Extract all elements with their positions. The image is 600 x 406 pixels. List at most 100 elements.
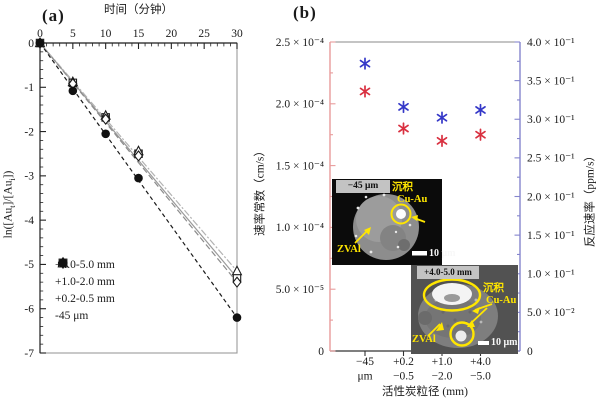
panel-a-legend: +4.0-5.0 mm +1.0-2.0 mm +0.2-0.5 mm -45 μm (55, 256, 180, 324)
panel-b-xaxis-title: 活性炭粒径 (mm) (382, 386, 468, 398)
marker-filled-circle (232, 313, 242, 322)
legend-item: +4.0-5.0 mm (55, 256, 180, 273)
marker-filled-circle (134, 173, 143, 183)
panel-b-right-tick-label: 3.5 × 10⁻¹ (527, 75, 575, 87)
panel-a-y-tick-label: 0 (28, 38, 34, 50)
inset-fine-alloy-label: Cu-Au (397, 194, 428, 205)
scale-bar (478, 341, 489, 345)
panel-b-plot (359, 57, 486, 148)
inset-fine-sem-image (332, 179, 442, 265)
ylabel-sub: t (7, 205, 17, 208)
legend-item-label: +0.2-0.5 mm (55, 292, 115, 305)
panel-b-left-tick-label: 2.0 × 10⁻⁴ (276, 99, 324, 111)
panel-a-x-tick-label: 10 (100, 28, 112, 40)
panel-b-x-tick-label: −45 (356, 356, 374, 368)
legend-item: +1.0-2.0 mm (55, 256, 180, 290)
inset-coarse-deposit-label: 沉积 (483, 283, 504, 294)
panel-b-x-tick-label: +4.0 (470, 356, 491, 368)
panel-a-plot: 0 5 10 15 20 25 30 0 -1 -2 -3 -4 -5 -6 -7 (24, 28, 243, 360)
legend-item-label: +1.0-2.0 mm (55, 275, 115, 288)
panel-b-left-tick-label: 1.5 × 10⁻⁴ (276, 160, 324, 172)
inset-coarse-title: +4.0-5.0 mm (417, 266, 479, 279)
inset-fine-zval-label: ZVAl (337, 244, 361, 255)
panel-b-right-axis-title: 反应速率（ppm/s） (584, 149, 597, 248)
panel-b-right-tick-label: 3.0 × 10⁻¹ (527, 114, 575, 126)
panel-b-x-tick-label: +1.0 (432, 356, 453, 368)
ylabel-part: ]/[Au (2, 180, 15, 206)
panel-a-x-tick-label: 30 (231, 28, 243, 40)
panel-b-right-tick-label: 0 (527, 346, 533, 358)
ylabel-part: ln([Au (2, 207, 15, 239)
marker-filled-circle (35, 38, 45, 48)
filled-circle-icon (58, 258, 68, 268)
panel-a-x-tick-label: 5 (70, 28, 76, 40)
deposit-highlight-circle (449, 321, 475, 347)
marker-open-diamond (232, 276, 242, 288)
panel-a-xaxis-title: 时间（分钟） (104, 4, 173, 16)
panel-a-y-tick-label: -5 (24, 259, 34, 271)
marker-asterisk (359, 85, 371, 98)
marker-asterisk (475, 128, 486, 141)
marker-asterisk (359, 57, 371, 70)
panel-b-x-tick-label: −0.5 (393, 371, 414, 383)
inset-coarse-zval-label: ZVAl (412, 334, 436, 345)
panel-b-x-tick-label: +0.2 (393, 356, 414, 368)
panel-a-x-tick-label: 15 (133, 28, 145, 40)
panel-a-y-tick-label: -1 (24, 82, 34, 94)
marker-open-triangle (231, 265, 243, 276)
marker-asterisk (475, 103, 486, 117)
inset-coarse-sem-image (411, 265, 518, 354)
fit-line (39, 42, 238, 272)
panel-a-y-tick-label: -3 (24, 171, 34, 183)
panel-b-right-tick-label: 1.5 × 10⁻¹ (527, 230, 575, 242)
panel-b-right-tick-label: 1.0 × 10⁻¹ (527, 269, 575, 281)
panel-a-y-tick-label: -6 (24, 304, 34, 316)
marker-filled-circle (68, 86, 78, 96)
panel-b-left-tick-label: 0 (318, 346, 324, 358)
marker-open-diamond (101, 113, 111, 125)
panel-b-tag: (b) (293, 3, 317, 22)
marker-asterisk (436, 111, 448, 124)
panel-a-y-tick-label: -4 (24, 215, 34, 227)
inset-fine-title: −45 μm (336, 180, 390, 193)
legend-item-label: -45 μm (55, 309, 89, 322)
ylabel-sub: i (7, 178, 17, 181)
panel-b-right-tick-label: 2.0 × 10⁻¹ (527, 191, 575, 203)
panel-b-left-tick-label: 2.5 × 10⁻⁴ (276, 37, 324, 49)
panel-b-left-tick-label: 5.0 × 10⁻⁵ (276, 284, 324, 296)
panel-b-right-tick-label: 5.0 × 10⁻² (527, 307, 575, 319)
inset-fine-deposit-label: 沉积 (392, 182, 413, 193)
panel-b-right-tick-label: 4.0 × 10⁻¹ (527, 37, 575, 49)
marker-filled-circle (101, 129, 110, 139)
legend-item: -45 μm (55, 258, 180, 324)
inset-coarse-scale-label: 10 μm (491, 337, 518, 348)
legend-item: +0.2-0.5 mm (55, 256, 180, 307)
panel-a-y-tick-label: -2 (24, 126, 34, 138)
fit-line (39, 42, 238, 283)
panel-b-ticks: 2.5 × 10⁻⁴ 2.0 × 10⁻⁴ 1.5 × 10⁻⁴ 1.0 × 10⁻⁴… (276, 37, 575, 383)
sem-deposit-spot (396, 209, 406, 219)
deposit-highlight-circle (390, 203, 412, 225)
panel-a-x-tick-label: 0 (37, 28, 43, 40)
marker-asterisk (398, 100, 409, 114)
panel-a-x-tick-label: 25 (198, 28, 210, 40)
panel-a-yaxis-title: ln([Aut]/[Aui]) (3, 145, 18, 265)
panel-a-x-tick-label: 20 (166, 28, 178, 40)
inset-coarse-alloy-label: Cu-Au (486, 295, 517, 306)
panel-b-x-tick-label: −5.0 (470, 371, 491, 383)
inset-fine-scale-label: 10 μm (429, 248, 456, 259)
panel-b-left-tick-label: 1.0 × 10⁻⁴ (276, 222, 324, 234)
marker-filled-circle (58, 258, 68, 268)
panel-a-y-tick-label: -7 (24, 348, 34, 360)
deposit-highlight-ellipse (422, 278, 482, 312)
panel-b-left-axis-title: 速率常数（cm/s） (254, 145, 267, 236)
marker-open-diamond (133, 150, 144, 162)
panel-b-x-tick-label: μm (357, 371, 372, 383)
scale-bar (412, 251, 427, 256)
panel-a-tag: (a) (42, 6, 65, 25)
panel-b-x-tick-label: −2.0 (432, 371, 453, 383)
ylabel-part: ]) (2, 170, 15, 179)
marker-asterisk (398, 122, 409, 135)
